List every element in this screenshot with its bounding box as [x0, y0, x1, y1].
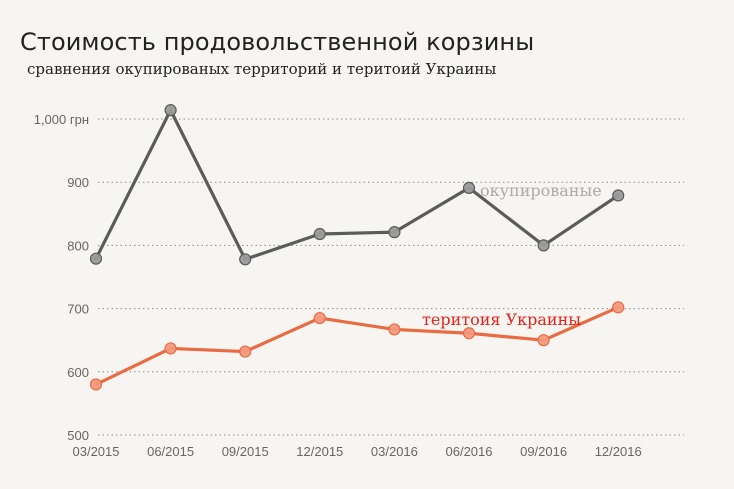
y-tick-label: 600 — [67, 365, 89, 380]
data-point — [164, 342, 177, 355]
y-tick-label: 700 — [67, 302, 89, 317]
data-point — [239, 345, 252, 358]
x-tick-label: 09/2016 — [520, 444, 567, 459]
y-tick-label: 900 — [67, 175, 89, 190]
x-tick-label: 09/2015 — [222, 444, 269, 459]
data-point — [313, 311, 326, 325]
x-tick-label: 03/2015 — [73, 444, 120, 459]
y-tick-label: 1,000 грн — [34, 112, 89, 127]
series-line — [94, 305, 620, 387]
chart-subtitle: сравнения окупированых территорий и тери… — [27, 60, 497, 78]
series-labels: окупированые теритоия Украины — [422, 181, 602, 329]
data-point — [89, 378, 103, 391]
data-point — [612, 301, 625, 314]
x-tick-label: 06/2016 — [446, 444, 493, 459]
x-tick-label: 12/2015 — [296, 444, 343, 459]
data-point — [239, 253, 252, 266]
x-axis-labels: 03/2015 06/2015 09/2015 12/2015 03/2016 06/20… — [73, 444, 642, 459]
x-tick-label: 03/2016 — [371, 444, 418, 459]
data-point — [313, 227, 326, 241]
series-label: окупированые — [480, 181, 602, 200]
data-point — [89, 252, 103, 265]
y-tick-label: 500 — [67, 428, 89, 443]
data-point — [164, 104, 177, 117]
data-point — [612, 189, 625, 202]
chart-title: Стоимость продовольственной корзины — [20, 28, 535, 56]
series-lines — [94, 108, 620, 387]
data-point — [462, 327, 476, 340]
data-point — [462, 181, 476, 194]
x-tick-label: 06/2015 — [147, 444, 194, 459]
data-point — [537, 239, 550, 252]
y-axis-labels: 1,000 грн 900 800 700 600 500 — [34, 112, 89, 443]
data-point — [388, 323, 401, 336]
x-tick-label: 12/2016 — [595, 444, 642, 459]
gridlines — [98, 118, 684, 436]
data-point — [388, 226, 401, 239]
data-point — [537, 334, 550, 347]
series-line — [94, 108, 620, 261]
y-tick-label: 800 — [67, 238, 89, 253]
series-markers — [89, 104, 625, 391]
series-label: теритоия Украины — [422, 310, 581, 329]
